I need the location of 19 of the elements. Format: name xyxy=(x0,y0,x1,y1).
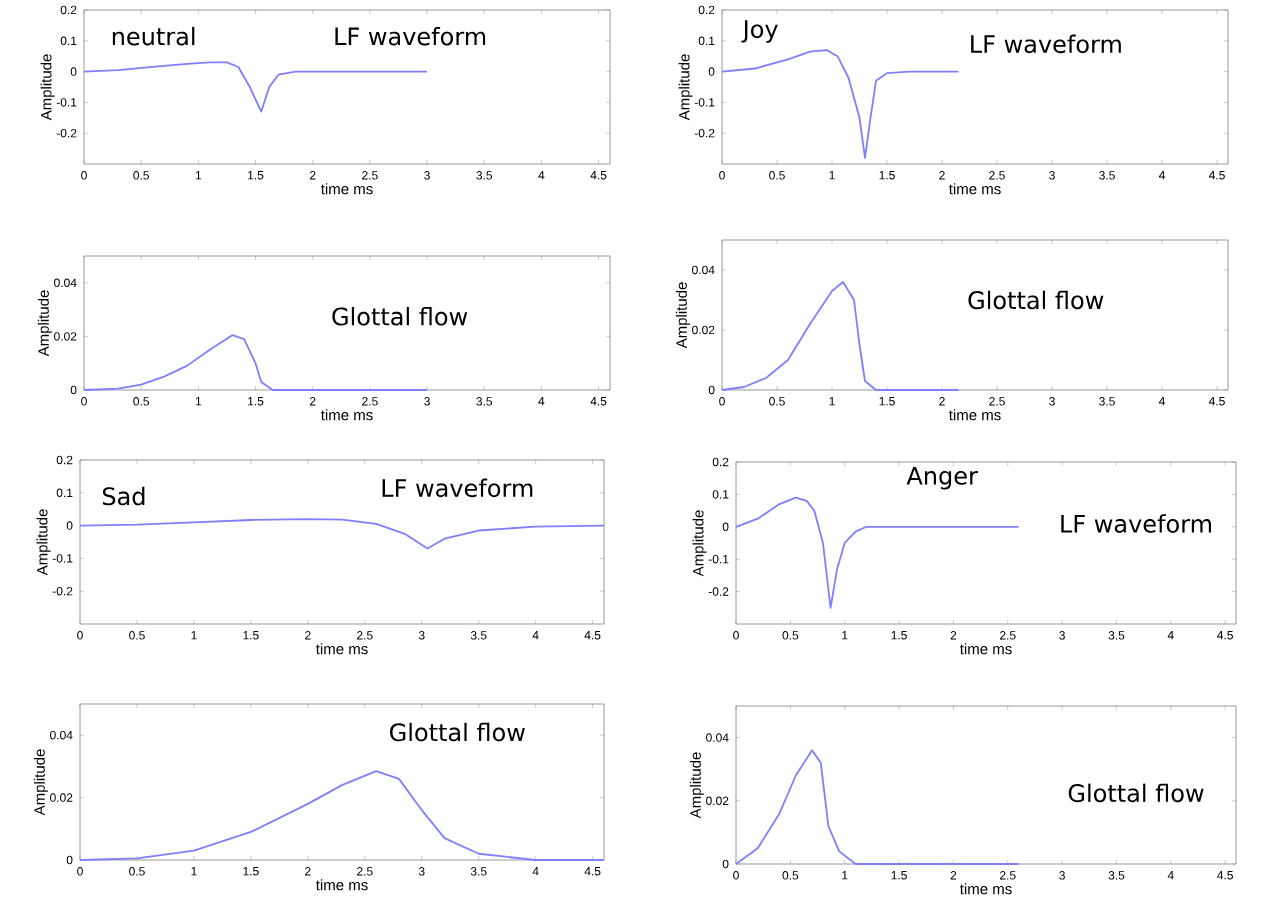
line-series xyxy=(83,334,428,391)
annotation: Glottal flow xyxy=(1068,783,1204,803)
annotation: LF waveform xyxy=(382,478,533,498)
annotation: Glottal flow xyxy=(390,722,525,742)
line-series xyxy=(79,770,605,861)
line-series xyxy=(79,518,605,550)
annotation: Joy xyxy=(741,20,778,43)
annotation: LF waveform xyxy=(971,34,1121,54)
annotation: neutral xyxy=(112,26,195,46)
line-series xyxy=(721,281,960,391)
line-series xyxy=(735,496,1020,609)
line-series xyxy=(721,49,960,159)
annotation: LF waveform xyxy=(335,26,486,46)
annotation: Sad xyxy=(102,486,145,506)
line-series xyxy=(735,749,1020,865)
annotation: Glottal flow xyxy=(968,290,1104,310)
annotation: LF waveform xyxy=(1061,514,1212,533)
annotation: Anger xyxy=(906,466,978,490)
annotation: Glottal flow xyxy=(332,307,468,326)
